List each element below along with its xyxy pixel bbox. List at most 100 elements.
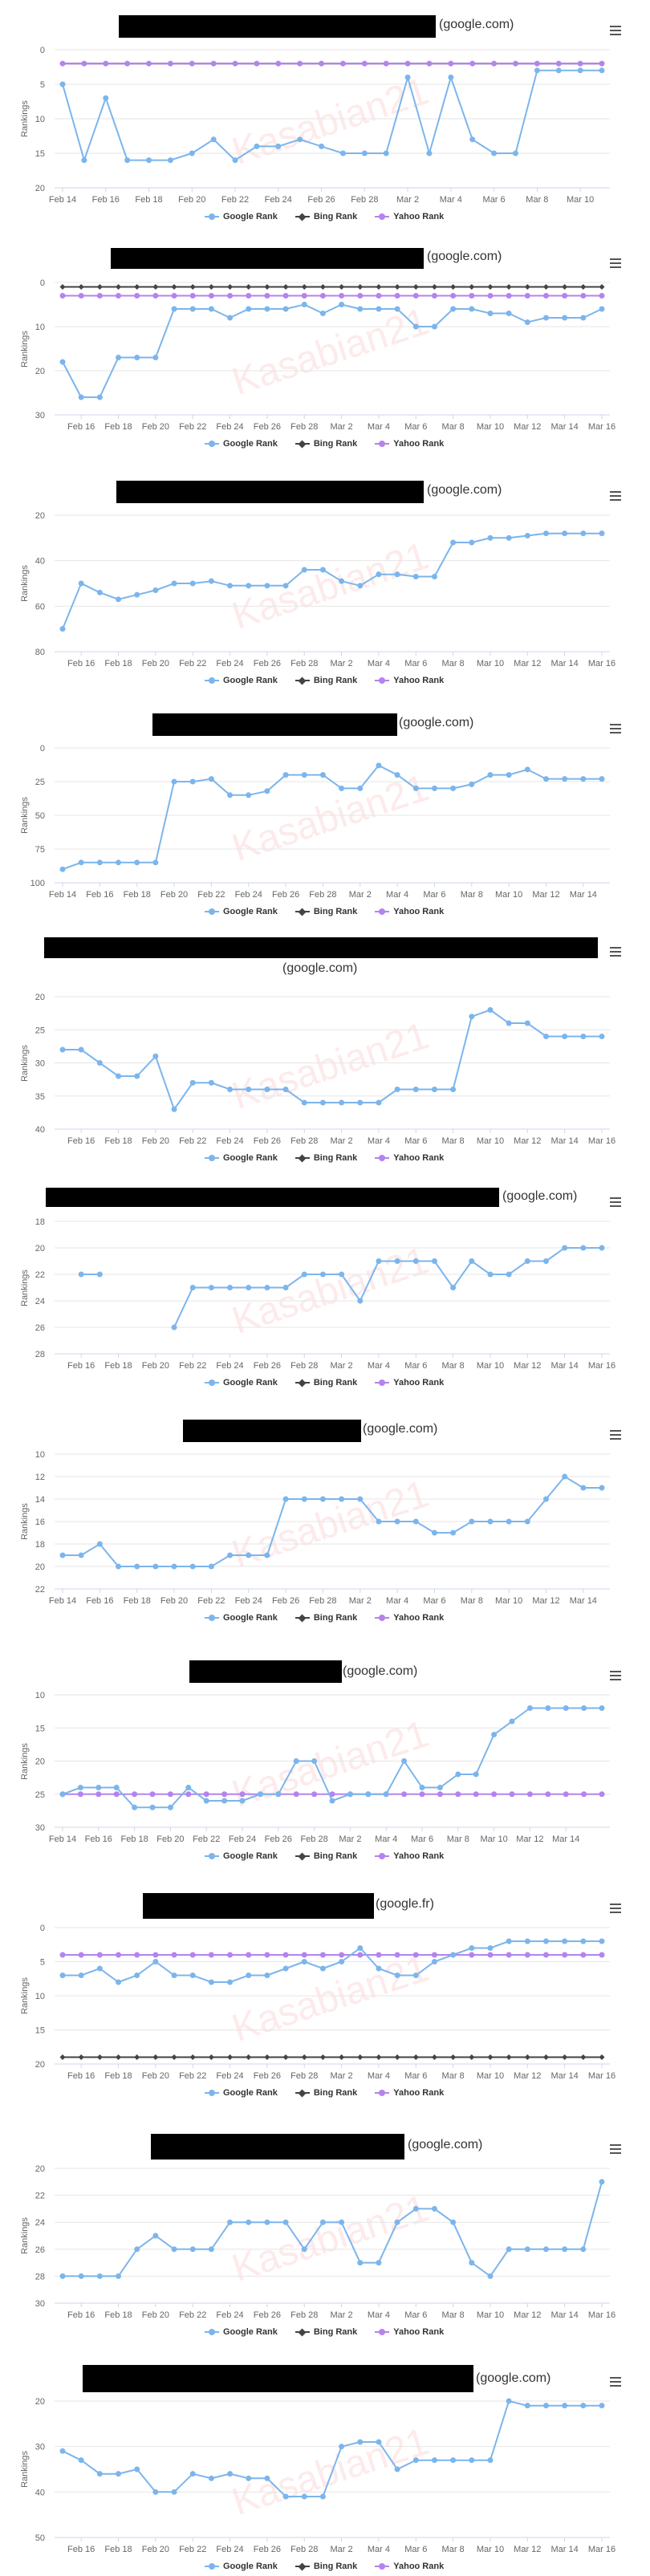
google-rank-point[interactable] bbox=[254, 143, 260, 149]
yahoo-rank-point[interactable] bbox=[124, 60, 131, 67]
google-rank-point[interactable] bbox=[301, 1271, 307, 1278]
google-rank-point[interactable] bbox=[412, 323, 419, 330]
yahoo-rank-point[interactable] bbox=[264, 293, 270, 299]
google-rank-point[interactable] bbox=[357, 306, 364, 312]
yahoo-rank-point[interactable] bbox=[319, 1952, 326, 1958]
google-rank-point[interactable] bbox=[78, 394, 84, 400]
google-rank-point[interactable] bbox=[394, 571, 400, 578]
bing-rank-point[interactable] bbox=[376, 2054, 382, 2060]
google-rank-point[interactable] bbox=[189, 306, 196, 312]
yahoo-rank-point[interactable] bbox=[78, 293, 84, 299]
google-rank-point[interactable] bbox=[339, 2219, 345, 2225]
google-rank-point[interactable] bbox=[116, 2273, 122, 2279]
yahoo-rank-point[interactable] bbox=[103, 60, 109, 67]
yahoo-rank-point[interactable] bbox=[59, 1952, 66, 1958]
bing-rank-point[interactable] bbox=[599, 284, 605, 290]
bing-rank-point[interactable] bbox=[264, 284, 270, 290]
bing-rank-point[interactable] bbox=[357, 2054, 364, 2060]
bing-rank-point[interactable] bbox=[171, 2054, 177, 2060]
google-rank-point[interactable] bbox=[599, 67, 605, 74]
bing-rank-point[interactable] bbox=[487, 2054, 494, 2060]
yahoo-rank-point[interactable] bbox=[491, 60, 498, 67]
yahoo-rank-point[interactable] bbox=[473, 1791, 479, 1798]
google-rank-point[interactable] bbox=[487, 2273, 494, 2279]
bing-rank-point[interactable] bbox=[152, 2054, 159, 2060]
yahoo-rank-point[interactable] bbox=[487, 293, 494, 299]
bing-rank-point[interactable] bbox=[524, 2054, 530, 2060]
google-rank-point[interactable] bbox=[555, 67, 562, 74]
google-rank-point[interactable] bbox=[189, 580, 196, 587]
google-rank-point[interactable] bbox=[450, 785, 457, 791]
google-rank-point[interactable] bbox=[59, 359, 66, 365]
google-rank-point[interactable] bbox=[542, 2403, 549, 2409]
yahoo-rank-point[interactable] bbox=[437, 1791, 443, 1798]
google-rank-point[interactable] bbox=[171, 1563, 177, 1570]
google-rank-point[interactable] bbox=[542, 1258, 549, 1264]
bing-rank-point[interactable] bbox=[319, 284, 326, 290]
legend-item-google-rank[interactable]: Google Rank bbox=[205, 907, 278, 916]
google-rank-point[interactable] bbox=[376, 2260, 382, 2266]
yahoo-rank-point[interactable] bbox=[167, 60, 173, 67]
google-rank-point[interactable] bbox=[339, 302, 345, 307]
google-rank-point[interactable] bbox=[208, 1285, 214, 1290]
google-rank-point[interactable] bbox=[134, 355, 140, 360]
google-rank-point[interactable] bbox=[152, 2233, 159, 2239]
bing-rank-point[interactable] bbox=[301, 2054, 307, 2060]
yahoo-rank-point[interactable] bbox=[580, 1952, 587, 1958]
yahoo-rank-point[interactable] bbox=[361, 60, 368, 67]
google-rank-point[interactable] bbox=[394, 1973, 400, 1978]
yahoo-rank-point[interactable] bbox=[246, 293, 252, 299]
legend-item-bing-rank[interactable]: Bing Rank bbox=[295, 1851, 357, 1861]
google-rank-point[interactable] bbox=[134, 591, 140, 598]
google-rank-point[interactable] bbox=[506, 772, 512, 778]
bing-rank-point[interactable] bbox=[59, 2054, 66, 2060]
google-rank-point[interactable] bbox=[412, 1518, 419, 1525]
google-rank-point[interactable] bbox=[412, 574, 419, 579]
google-rank-point[interactable] bbox=[59, 2448, 66, 2454]
yahoo-rank-point[interactable] bbox=[376, 293, 382, 299]
yahoo-rank-point[interactable] bbox=[599, 1952, 605, 1958]
google-rank-point[interactable] bbox=[524, 533, 530, 538]
google-rank-point[interactable] bbox=[562, 315, 568, 321]
yahoo-rank-point[interactable] bbox=[152, 293, 159, 299]
legend-item-google-rank[interactable]: Google Rank bbox=[205, 212, 278, 221]
yahoo-rank-point[interactable] bbox=[152, 1952, 159, 1958]
yahoo-rank-point[interactable] bbox=[562, 1952, 568, 1958]
google-rank-point[interactable] bbox=[264, 1552, 270, 1558]
google-rank-point[interactable] bbox=[394, 1258, 400, 1264]
google-rank-point[interactable] bbox=[357, 1945, 364, 1951]
legend-item-google-rank[interactable]: Google Rank bbox=[205, 439, 278, 449]
google-rank-point[interactable] bbox=[227, 1552, 234, 1558]
google-rank-point[interactable] bbox=[542, 315, 549, 321]
legend-item-google-rank[interactable]: Google Rank bbox=[205, 2088, 278, 2098]
google-rank-point[interactable] bbox=[319, 2219, 326, 2225]
bing-rank-point[interactable] bbox=[96, 2054, 103, 2060]
google-rank-point[interactable] bbox=[383, 150, 389, 156]
google-rank-point[interactable] bbox=[171, 1324, 177, 1331]
yahoo-rank-point[interactable] bbox=[232, 60, 238, 67]
google-rank-point[interactable] bbox=[469, 2260, 475, 2266]
google-rank-point[interactable] bbox=[152, 859, 159, 866]
yahoo-rank-point[interactable] bbox=[469, 60, 476, 67]
google-rank-point[interactable] bbox=[329, 1798, 335, 1804]
google-rank-point[interactable] bbox=[404, 74, 411, 80]
google-rank-point[interactable] bbox=[339, 1099, 345, 1106]
hamburger-icon[interactable] bbox=[610, 1671, 621, 1680]
google-rank-point[interactable] bbox=[78, 1046, 84, 1053]
google-rank-point[interactable] bbox=[469, 1518, 475, 1525]
bing-rank-point[interactable] bbox=[469, 2054, 475, 2060]
google-rank-point[interactable] bbox=[246, 1552, 252, 1558]
yahoo-rank-point[interactable] bbox=[208, 1952, 214, 1958]
google-rank-point[interactable] bbox=[319, 772, 326, 778]
google-rank-point[interactable] bbox=[264, 583, 270, 589]
yahoo-rank-point[interactable] bbox=[542, 293, 549, 299]
google-rank-point[interactable] bbox=[542, 1496, 549, 1502]
google-rank-point[interactable] bbox=[487, 2457, 494, 2464]
bing-rank-point[interactable] bbox=[134, 284, 140, 290]
legend-item-yahoo-rank[interactable]: Yahoo Rank bbox=[375, 2562, 444, 2571]
yahoo-rank-point[interactable] bbox=[301, 1952, 307, 1958]
legend-item-yahoo-rank[interactable]: Yahoo Rank bbox=[375, 1378, 444, 1388]
yahoo-rank-point[interactable] bbox=[77, 1791, 83, 1798]
google-rank-point[interactable] bbox=[189, 2471, 196, 2477]
yahoo-rank-point[interactable] bbox=[506, 293, 512, 299]
